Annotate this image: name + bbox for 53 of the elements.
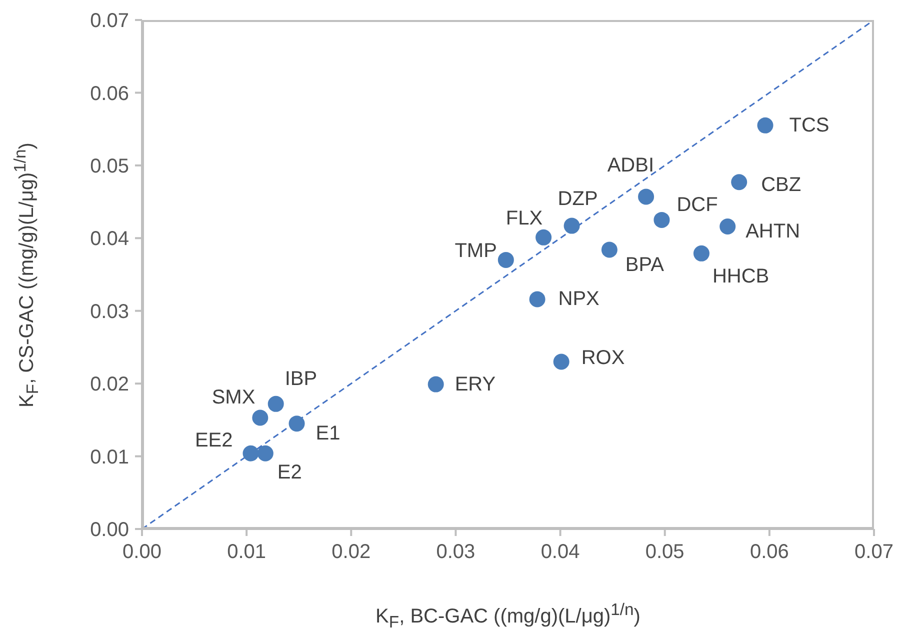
point: [638, 188, 654, 205]
annotation: AHTN: [746, 220, 800, 243]
point: [693, 245, 710, 262]
y-tick-label: 0.06: [90, 82, 129, 105]
annotation: ADBI: [607, 154, 654, 177]
point: [564, 218, 580, 234]
annotation: ERY: [454, 373, 496, 396]
point: [757, 117, 774, 134]
point: [601, 242, 618, 258]
x-axis-title: K$_{F}$, BC-GAC ((mg/g)(L/μg)$^{1/n}$): [374, 600, 642, 633]
y-tick-label: 0.03: [90, 300, 129, 323]
annotation: IBP: [284, 368, 318, 390]
x-tick-label: 0.01: [227, 541, 266, 564]
y-tick-label: 0.01: [90, 446, 129, 468]
point: [498, 252, 514, 268]
x-tick-label: 0.06: [750, 541, 789, 564]
point: [553, 354, 570, 370]
x-tick-label: 0.00: [122, 541, 162, 564]
y-tick-label: 0.00: [90, 519, 129, 542]
point: [268, 396, 284, 412]
point: [529, 291, 546, 308]
x-tick-label: 0.03: [436, 541, 476, 564]
point: [654, 212, 670, 228]
y-tick-label: 0.05: [90, 156, 129, 178]
annotation: FLX: [506, 207, 543, 230]
point: [257, 445, 274, 462]
point: [731, 174, 748, 190]
annotation: BPA: [625, 254, 665, 276]
annotation: TMP: [454, 240, 497, 262]
annotation: ROX: [581, 346, 625, 369]
point: [288, 416, 305, 432]
y-tick-label: 0.04: [90, 228, 129, 250]
annotation: EE2: [194, 429, 233, 452]
y-tick-label: 0.07: [90, 10, 129, 32]
y-tick-label: 0.02: [90, 374, 129, 396]
annotation: HHCB: [712, 265, 770, 288]
annotation: TCS: [789, 114, 830, 136]
annotation: NPX: [558, 288, 600, 310]
point: [252, 410, 268, 426]
x-tick-label: 0.05: [645, 541, 684, 564]
annotation: DZP: [558, 188, 598, 210]
annotation: E2: [277, 461, 302, 484]
annotation: DCF: [676, 194, 718, 216]
x-tick-label: 0.07: [854, 541, 894, 564]
point: [242, 445, 259, 462]
x-tick-label: 0.04: [540, 541, 580, 564]
annotation: SMX: [212, 386, 256, 409]
point: [428, 376, 444, 392]
annotation: CBZ: [761, 174, 802, 196]
point: [536, 229, 552, 246]
annotation: E1: [316, 422, 340, 445]
point: [720, 218, 736, 235]
x-tick-label: 0.02: [332, 541, 371, 564]
